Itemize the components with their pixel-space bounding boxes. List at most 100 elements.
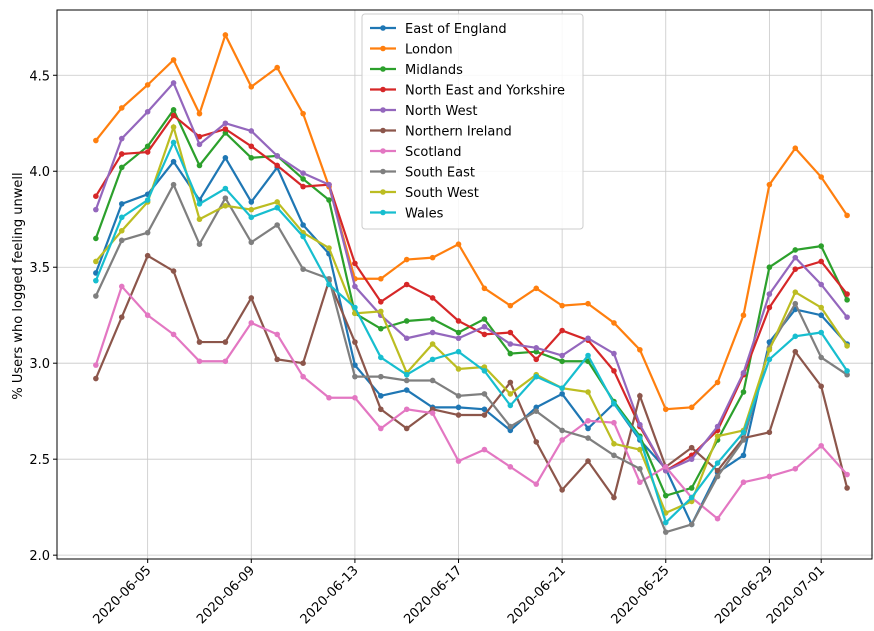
plot-frame xyxy=(56,9,873,560)
data-point xyxy=(403,425,410,432)
data-point xyxy=(792,348,799,355)
data-point xyxy=(688,494,695,501)
data-point xyxy=(429,295,436,301)
x-tick-label: 2020-06-13 xyxy=(298,563,362,627)
data-point xyxy=(455,335,462,342)
data-point xyxy=(481,391,488,397)
data-point xyxy=(481,285,488,292)
data-point xyxy=(455,318,462,324)
data-point xyxy=(248,128,255,134)
data-point xyxy=(611,494,617,501)
data-point xyxy=(118,164,125,171)
data-point xyxy=(533,404,540,411)
data-point xyxy=(170,158,177,165)
data-point xyxy=(300,176,306,182)
data-point xyxy=(766,473,773,480)
series-line xyxy=(94,284,848,521)
data-point xyxy=(196,339,203,345)
data-point xyxy=(144,252,151,259)
data-point xyxy=(533,285,540,292)
data-point xyxy=(637,346,643,353)
data-point xyxy=(611,368,617,374)
data-point xyxy=(274,356,280,363)
data-point xyxy=(118,214,125,221)
data-point xyxy=(93,235,99,242)
data-point xyxy=(274,64,280,71)
data-point xyxy=(662,519,669,526)
data-point xyxy=(429,254,436,261)
data-point xyxy=(222,32,229,38)
data-point xyxy=(844,297,850,303)
data-point xyxy=(222,126,229,132)
data-point xyxy=(559,358,565,365)
data-point xyxy=(274,331,280,338)
data-point xyxy=(300,222,306,228)
data-point xyxy=(352,339,358,345)
x-tick-label: 2020-06-25 xyxy=(609,563,673,627)
data-point xyxy=(766,291,773,297)
data-point xyxy=(585,425,591,432)
legend-marker xyxy=(380,25,386,31)
data-point xyxy=(118,314,125,320)
data-point xyxy=(93,293,99,299)
data-point xyxy=(740,312,747,319)
data-point xyxy=(818,312,824,319)
data-point xyxy=(818,174,824,180)
data-point xyxy=(403,406,410,413)
data-point xyxy=(662,464,669,470)
data-point xyxy=(611,419,617,426)
data-point xyxy=(714,379,721,386)
data-point xyxy=(481,406,488,413)
legend-marker xyxy=(380,86,386,93)
data-point xyxy=(844,343,850,349)
data-point xyxy=(170,139,177,146)
data-point xyxy=(637,393,643,399)
data-point xyxy=(585,300,591,307)
data-point xyxy=(559,391,565,397)
data-point xyxy=(274,204,280,211)
data-point xyxy=(274,162,280,169)
legend-marker xyxy=(380,127,386,134)
data-point xyxy=(481,323,488,330)
data-point xyxy=(429,329,436,336)
data-point xyxy=(352,283,358,290)
x-tick-label: 2020-06-05 xyxy=(90,563,154,627)
data-point xyxy=(688,456,695,462)
legend-label: North West xyxy=(405,104,477,119)
data-point xyxy=(93,362,99,368)
legend-marker xyxy=(380,45,386,52)
data-point xyxy=(662,492,669,499)
data-point xyxy=(585,389,591,395)
legend-label: North East and Yorkshire xyxy=(405,84,565,99)
data-point xyxy=(662,406,669,413)
data-point xyxy=(611,320,617,326)
data-point xyxy=(481,446,488,453)
y-axis-label: % Users who logged feeling unwell xyxy=(11,172,26,399)
data-point xyxy=(559,385,565,391)
data-point xyxy=(196,216,203,223)
data-point xyxy=(844,314,850,320)
data-point xyxy=(196,110,203,117)
data-point xyxy=(559,427,565,434)
data-point xyxy=(455,366,462,372)
data-point xyxy=(93,277,99,284)
data-point xyxy=(611,441,617,447)
data-point xyxy=(844,291,850,297)
data-point xyxy=(792,465,799,472)
data-point xyxy=(222,130,229,136)
data-point xyxy=(507,350,514,357)
data-point xyxy=(481,331,488,338)
data-point xyxy=(481,368,488,374)
data-point xyxy=(144,108,151,115)
data-point xyxy=(637,446,643,453)
data-point xyxy=(585,458,591,464)
data-point xyxy=(559,302,565,309)
data-point xyxy=(93,375,99,382)
data-point xyxy=(818,442,824,449)
y-tick-label: 4.5 xyxy=(29,69,50,84)
data-point xyxy=(766,356,773,363)
legend-marker xyxy=(380,209,386,216)
data-point xyxy=(300,266,306,272)
data-point xyxy=(248,295,255,301)
data-point xyxy=(196,141,203,148)
